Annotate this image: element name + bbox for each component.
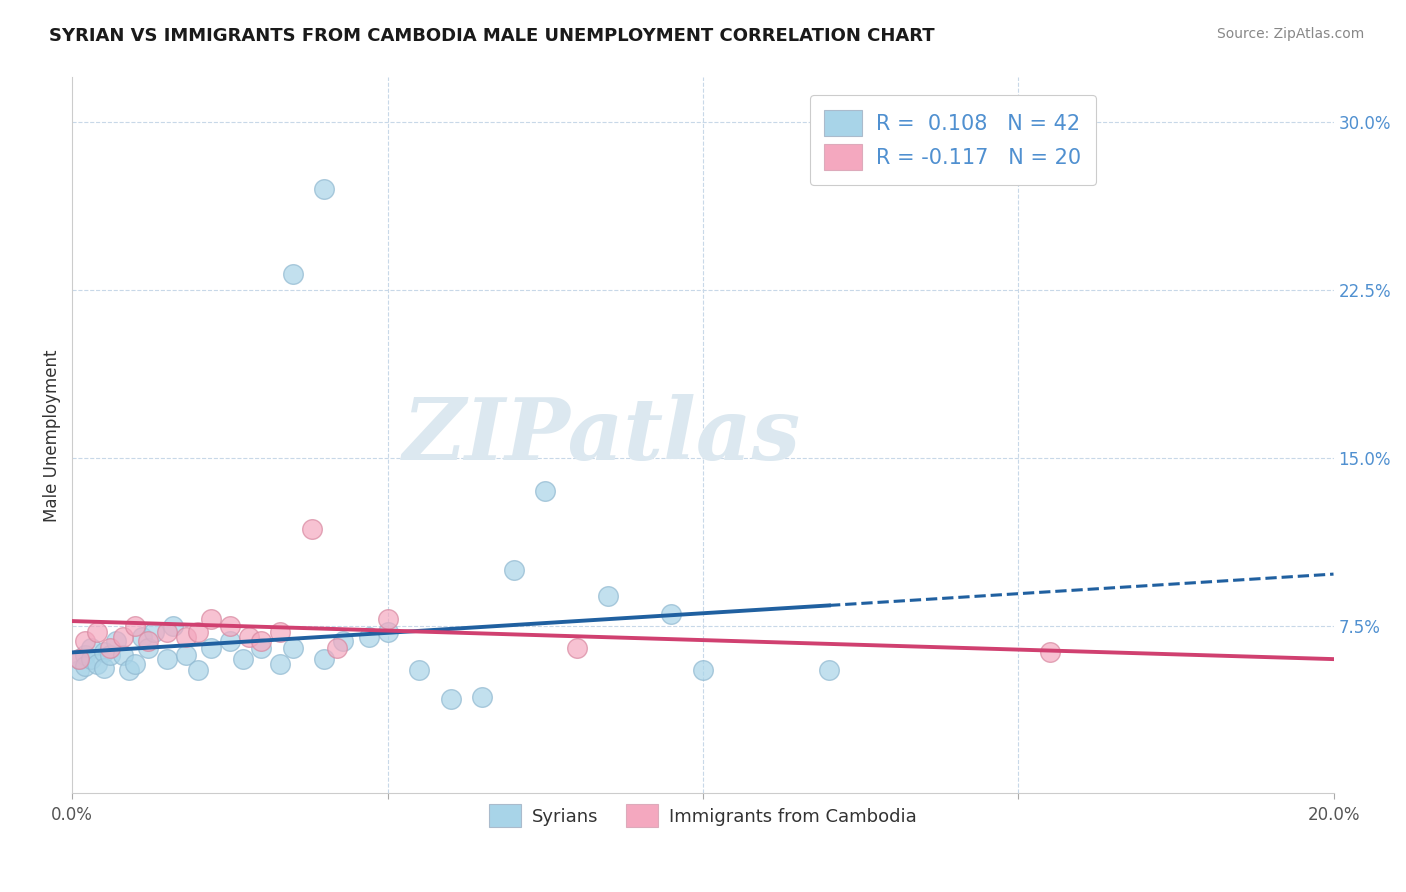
Point xyxy=(281,640,304,655)
Point xyxy=(73,634,96,648)
Point xyxy=(156,652,179,666)
Point xyxy=(598,590,620,604)
Point xyxy=(187,663,209,677)
Point xyxy=(219,618,242,632)
Point xyxy=(269,625,291,640)
Point xyxy=(93,645,115,659)
Point xyxy=(67,652,90,666)
Point xyxy=(439,692,461,706)
Point xyxy=(80,652,103,666)
Point xyxy=(281,268,304,282)
Point xyxy=(67,663,90,677)
Point xyxy=(314,182,336,196)
Point xyxy=(818,663,841,677)
Point xyxy=(408,663,430,677)
Y-axis label: Male Unemployment: Male Unemployment xyxy=(44,349,60,522)
Point xyxy=(357,630,380,644)
Text: SYRIAN VS IMMIGRANTS FROM CAMBODIA MALE UNEMPLOYMENT CORRELATION CHART: SYRIAN VS IMMIGRANTS FROM CAMBODIA MALE … xyxy=(49,27,935,45)
Point xyxy=(659,607,682,622)
Point xyxy=(98,648,121,662)
Point xyxy=(502,563,524,577)
Point xyxy=(136,640,159,655)
Point xyxy=(131,630,153,644)
Point xyxy=(231,652,253,666)
Point xyxy=(111,630,134,644)
Point xyxy=(1039,645,1062,659)
Point xyxy=(301,522,323,536)
Point xyxy=(67,652,90,666)
Point xyxy=(200,612,222,626)
Point xyxy=(143,625,166,640)
Point xyxy=(86,657,108,671)
Point xyxy=(326,640,349,655)
Point xyxy=(136,634,159,648)
Point xyxy=(105,634,128,648)
Text: ZIPatlas: ZIPatlas xyxy=(404,393,801,477)
Point xyxy=(187,625,209,640)
Point xyxy=(238,630,260,644)
Point xyxy=(219,634,242,648)
Point xyxy=(174,648,197,662)
Point xyxy=(250,634,273,648)
Text: Source: ZipAtlas.com: Source: ZipAtlas.com xyxy=(1216,27,1364,41)
Point xyxy=(86,625,108,640)
Point xyxy=(471,690,494,705)
Point xyxy=(250,640,273,655)
Point xyxy=(93,661,115,675)
Legend: Syrians, Immigrants from Cambodia: Syrians, Immigrants from Cambodia xyxy=(482,797,924,834)
Point xyxy=(269,657,291,671)
Point xyxy=(200,640,222,655)
Point xyxy=(332,634,354,648)
Point xyxy=(377,612,399,626)
Point xyxy=(692,663,714,677)
Point xyxy=(377,625,399,640)
Point xyxy=(174,630,197,644)
Point xyxy=(98,640,121,655)
Point xyxy=(162,618,184,632)
Point xyxy=(118,663,141,677)
Point xyxy=(156,625,179,640)
Point xyxy=(73,648,96,662)
Point xyxy=(80,640,103,655)
Point xyxy=(124,618,146,632)
Point xyxy=(565,640,588,655)
Point xyxy=(73,658,96,673)
Point xyxy=(124,657,146,671)
Point xyxy=(111,648,134,662)
Point xyxy=(314,652,336,666)
Point xyxy=(534,484,557,499)
